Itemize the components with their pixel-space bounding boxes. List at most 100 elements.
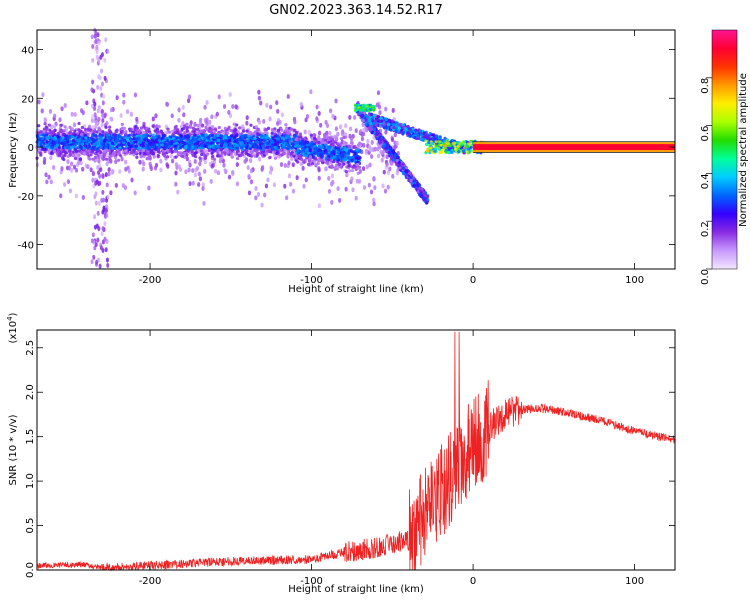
heatmap-cell (40, 108, 44, 114)
heatmap-cell (241, 124, 245, 130)
heatmap-cell (130, 177, 134, 183)
heatmap-cell (60, 106, 64, 112)
heatmap-cell (387, 119, 391, 123)
heatmap-cell (90, 118, 94, 124)
heatmap-cell (348, 115, 352, 120)
heatmap-cell (395, 121, 399, 125)
heatmap-cell (95, 121, 99, 127)
heatmap-cell (412, 176, 416, 180)
heatmap-cell (317, 167, 321, 173)
heatmap-cell (401, 162, 405, 166)
heatmap-cell (434, 138, 438, 142)
heatmap-cell (62, 154, 66, 158)
heatmap-cell (94, 191, 98, 197)
heatmap-cell (264, 183, 269, 189)
heatmap-cell (87, 157, 92, 161)
heatmap-cell (97, 116, 101, 122)
heatmap-cell (208, 126, 212, 130)
heatmap-cell (108, 139, 113, 143)
heatmap-cell (60, 136, 64, 141)
heatmap-cell (219, 147, 223, 152)
heatmap-cell (304, 136, 308, 140)
heatmap-cell (300, 157, 304, 162)
heatmap-cell (324, 151, 329, 155)
heatmap-cell (339, 124, 343, 130)
heatmap-cell (214, 168, 218, 174)
heatmap-cell (166, 164, 170, 169)
heatmap-cell (364, 122, 368, 126)
heatmap-cell (97, 200, 101, 206)
heatmap-cell (103, 221, 107, 227)
heatmap-cell (313, 148, 317, 153)
heatmap-cell (194, 142, 198, 146)
heatmap-cell (287, 173, 292, 179)
heatmap-cell (219, 156, 224, 161)
heatmap-cell (364, 113, 368, 117)
heatmap-cell (402, 130, 406, 134)
heatmap-cell (174, 170, 178, 176)
heatmap-cell (230, 155, 234, 159)
heatmap-cell (216, 170, 220, 176)
heatmap-cell (283, 183, 287, 189)
heatmap-cell (37, 140, 41, 145)
heatmap-cell (156, 155, 160, 159)
heatmap-cell (244, 134, 248, 138)
heatmap-cell (372, 176, 376, 182)
heatmap-cell (379, 124, 383, 128)
heatmap-cell (141, 166, 145, 172)
heatmap-cell (66, 179, 71, 185)
heatmap-cell (303, 153, 308, 157)
heatmap-cell (298, 155, 302, 159)
heatmap-cell (236, 130, 241, 134)
heatmap-cell (114, 138, 119, 142)
heatmap-cell (59, 129, 63, 133)
heatmap-cell (179, 146, 183, 150)
heatmap-cell (91, 57, 95, 63)
heatmap-cell (117, 135, 121, 139)
heatmap-cell (169, 153, 173, 159)
heatmap-cell (166, 149, 170, 153)
heatmap-cell (278, 148, 283, 152)
heatmap-cell (101, 109, 105, 115)
heatmap-cell (249, 136, 254, 140)
heatmap-cell (235, 143, 239, 148)
heatmap-cell (356, 171, 360, 175)
heatmap-cell (175, 130, 179, 135)
heatmap-cell (350, 141, 354, 145)
heatmap-cell (178, 130, 183, 135)
heatmap-cell (328, 130, 332, 136)
heatmap-cell (119, 113, 123, 118)
heatmap-cell (95, 259, 99, 265)
heatmap-cell (284, 123, 288, 127)
heatmap-cell (99, 167, 103, 173)
heatmap-cell (216, 144, 220, 148)
heatmap-cell (106, 194, 110, 200)
heatmap-cell (40, 136, 45, 140)
heatmap-cell (96, 108, 100, 114)
heatmap-cell (422, 134, 426, 138)
heatmap-cell (159, 158, 163, 164)
heatmap-cell (184, 169, 188, 175)
heatmap-cell (42, 127, 47, 131)
heatmap-cell (114, 182, 118, 188)
heatmap-cell (235, 123, 239, 127)
heatmap-cell (191, 180, 195, 186)
heatmap-cell (66, 140, 70, 144)
heatmap-cell (173, 127, 177, 131)
heatmap-cell (142, 133, 146, 138)
heatmap-cell (245, 120, 249, 126)
heatmap-cell (331, 113, 335, 119)
heatmap-cell (345, 165, 349, 169)
heatmap-cell (376, 146, 380, 152)
heatmap-cell (189, 120, 193, 126)
heatmap-cell (237, 153, 241, 158)
heatmap-cell (438, 135, 442, 139)
heatmap-cell (240, 141, 244, 145)
heatmap-cell (64, 127, 69, 133)
heatmap-cell (283, 163, 287, 168)
heatmap-cell (39, 130, 43, 134)
heatmap-cell (76, 138, 80, 142)
heatmap-cell (70, 145, 75, 149)
heatmap-cell (185, 122, 189, 126)
heatmap-cell (273, 142, 278, 146)
